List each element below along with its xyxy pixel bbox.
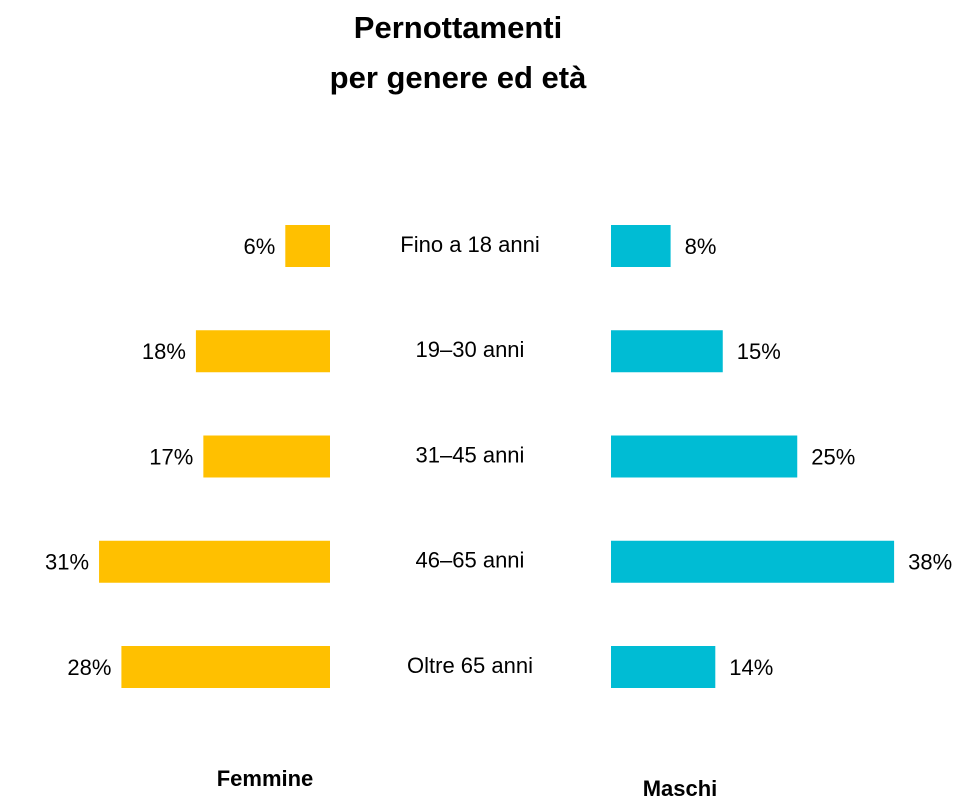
category-label: 19–30 anni <box>416 337 525 362</box>
chart-title: per genere ed età <box>330 60 587 95</box>
category-label: 46–65 anni <box>416 548 525 573</box>
bar <box>611 330 723 373</box>
bar <box>611 540 895 583</box>
value-label: 38% <box>908 550 952 575</box>
value-label: 14% <box>729 655 773 680</box>
value-label: 8% <box>685 234 717 259</box>
value-label: 25% <box>811 444 855 469</box>
series-label: Femmine <box>217 766 314 791</box>
bar <box>99 540 330 583</box>
value-label: 6% <box>244 234 276 259</box>
chart-title: Pernottamenti <box>354 10 562 45</box>
bar <box>611 225 671 267</box>
category-label: 31–45 anni <box>416 442 525 467</box>
bar <box>285 225 330 267</box>
value-label: 18% <box>142 339 186 364</box>
bar <box>611 435 798 478</box>
value-label: 17% <box>149 444 193 469</box>
category-label: Fino a 18 anni <box>400 232 539 257</box>
bar <box>203 435 330 478</box>
value-label: 31% <box>45 550 89 575</box>
value-label: 15% <box>737 339 781 364</box>
value-label: 28% <box>67 655 111 680</box>
bar <box>195 330 330 373</box>
bar <box>121 646 331 688</box>
bar <box>611 646 716 688</box>
category-label: Oltre 65 anni <box>407 653 533 678</box>
series-label: Maschi <box>643 776 718 801</box>
